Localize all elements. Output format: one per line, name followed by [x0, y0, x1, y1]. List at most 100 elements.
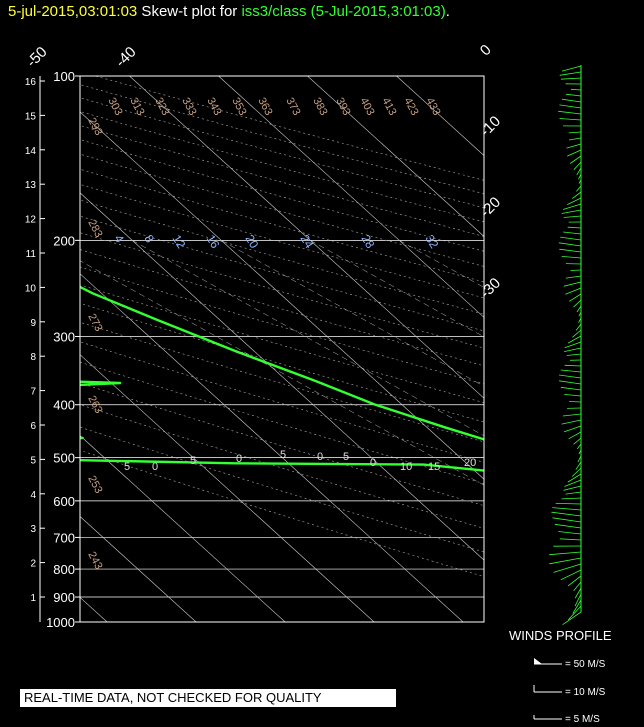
- wind-barb: [571, 467, 582, 477]
- pressure-label: 500: [53, 451, 75, 466]
- wind-barb: [560, 77, 582, 80]
- dry-adiabat-lines: [80, 76, 484, 577]
- wind-barb: [551, 511, 582, 517]
- wind-barb: [578, 173, 582, 180]
- wind-barb: [567, 575, 582, 587]
- height-label: 3: [30, 524, 36, 535]
- wind-barb: [560, 386, 582, 391]
- height-label: 12: [25, 215, 37, 226]
- wind-barb: [560, 236, 582, 241]
- winds-legend-label: = 10 M/S: [565, 687, 606, 698]
- dry-adiabat-line: [80, 341, 484, 463]
- isotherm-line: [80, 516, 197, 622]
- dry-adiabat-label: 303: [105, 96, 124, 118]
- height-label: 7: [30, 387, 36, 398]
- pressure-label: 900: [53, 590, 75, 605]
- wind-barb: [562, 203, 582, 210]
- dry-adiabat-line: [80, 153, 484, 267]
- height-label: 2: [30, 559, 36, 570]
- mixing-ratio-line: [80, 260, 484, 486]
- wind-barb: [568, 605, 582, 621]
- wind-barb: [561, 256, 582, 259]
- dry-adiabat-label: 403: [357, 96, 376, 118]
- moist-adiabat-label: 0: [236, 453, 242, 465]
- wind-barb: [561, 419, 582, 425]
- isotherm-line: [129, 76, 484, 399]
- mixing-ratio-line: [399, 240, 484, 288]
- height-label: 9: [30, 318, 36, 329]
- isotherm-lines: [80, 76, 644, 622]
- wind-barb: [567, 335, 582, 344]
- wind-barb: [569, 155, 582, 164]
- dry-adiabat-line: [80, 168, 484, 283]
- wind-barb: [567, 197, 582, 205]
- mixing-ratio-label: 4: [111, 232, 127, 245]
- dry-adiabat-label: 433: [423, 96, 442, 118]
- mixing-ratio-label: 8: [141, 232, 157, 245]
- wind-barb: [575, 323, 582, 331]
- moist-adiabat-label: 10: [400, 461, 412, 473]
- dry-adiabat-label: 423: [401, 96, 420, 118]
- temperature-top-label: -50: [23, 43, 50, 70]
- dry-adiabat-line: [80, 382, 484, 506]
- moist-adiabat-label: 0: [152, 461, 158, 473]
- wind-barb: [572, 599, 582, 614]
- wind-barb: [563, 485, 582, 491]
- dry-adiabat-label: 243: [85, 550, 104, 572]
- wind-barb: [565, 287, 582, 295]
- wind-barb: [566, 143, 582, 149]
- isotherm-line: [80, 354, 375, 622]
- dry-adiabat-line: [80, 232, 484, 349]
- isotherm-line: [396, 76, 484, 156]
- wind-barb: [573, 581, 582, 592]
- mixing-ratio-line: [132, 240, 484, 437]
- winds-profile-title: WINDS PROFILE: [509, 628, 612, 643]
- mixing-ratio-label: 16: [203, 232, 222, 251]
- winds-legend: = 50 M/S = 10 M/S = 5 M/S: [533, 658, 606, 725]
- wind-barb: [568, 293, 582, 302]
- wind-barb: [563, 215, 582, 218]
- dry-adiabat-label: 383: [310, 96, 329, 118]
- dry-adiabat-label: 323: [152, 96, 171, 118]
- moist-adiabat-label: 15: [428, 461, 440, 473]
- wind-barb: [562, 413, 582, 417]
- wind-barb: [576, 185, 582, 192]
- plot-area: [80, 76, 644, 622]
- wind-barb: [555, 503, 582, 505]
- height-label: 11: [26, 249, 37, 260]
- moist-adiabat-label: 5: [343, 451, 349, 463]
- winds-legend-flag: [534, 658, 542, 664]
- wind-barb: [575, 461, 582, 470]
- dry-adiabat-line: [80, 215, 484, 332]
- dry-adiabat-line: [80, 249, 484, 367]
- wind-barb: [561, 98, 582, 103]
- mixing-ratio-line: [310, 240, 484, 338]
- wind-barb: [574, 587, 582, 599]
- wind-barb: [578, 179, 582, 184]
- wind-barb: [558, 531, 582, 535]
- wind-barb: [564, 394, 582, 397]
- dry-adiabat-line: [80, 97, 484, 209]
- wind-barb: [578, 311, 582, 317]
- wind-barb: [577, 455, 582, 463]
- temperature-right-label: -20: [477, 194, 504, 221]
- dry-adiabat-line: [80, 321, 484, 443]
- dry-adiabat-line: [80, 266, 484, 385]
- wind-barb: [567, 473, 582, 483]
- temperature-right-label: -30: [477, 275, 504, 302]
- wind-barb: [553, 563, 582, 573]
- isotherm-line: [575, 76, 644, 622]
- wind-barb: [558, 242, 582, 247]
- isotherm-line: [80, 273, 464, 622]
- dry-adiabat-line: [80, 361, 484, 484]
- wind-barb: [563, 281, 582, 287]
- wind-barb: [558, 110, 582, 115]
- isotherm-line: [80, 192, 484, 561]
- dry-adiabat-label: 253: [85, 474, 104, 496]
- dry-adiabat-line: [80, 139, 484, 252]
- header-timestamp: 5-jul-2015,03:01:03: [8, 3, 138, 20]
- dry-adiabat-label: 373: [283, 96, 302, 118]
- wind-barb: [564, 364, 582, 367]
- pressure-label: 400: [53, 398, 75, 413]
- wind-barb: [567, 226, 582, 229]
